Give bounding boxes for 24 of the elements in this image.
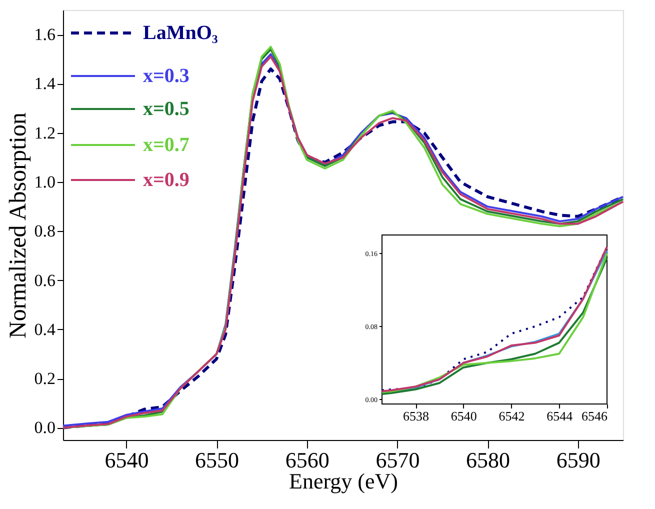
x-tick-label: 6580: [466, 448, 510, 472]
x-tick-label: 6540: [104, 448, 149, 472]
y-tick-label: 0.4: [34, 320, 56, 339]
y-tick-label: 1.4: [34, 74, 56, 94]
y-tick-label: 1.0: [34, 172, 56, 192]
y-axis-title: Normalized Absorption: [5, 112, 32, 338]
legend-label: x=0.3: [143, 65, 190, 87]
y-tick-label: 0.0: [34, 418, 56, 438]
x-tick-label: 6544: [546, 408, 574, 424]
x-tick-label: 6546: [582, 408, 608, 424]
x-tick-label: 6590: [556, 448, 600, 472]
legend-label: x=0.9: [143, 169, 190, 191]
y-tick-label: 0.8: [34, 222, 56, 241]
y-tick-label: 0.6: [34, 270, 56, 290]
y-tick-label: 1.6: [34, 25, 56, 44]
legend-label: LaMnO₃: [143, 22, 218, 44]
x-tick-label: 6540: [450, 408, 477, 424]
x-tick-label: 6550: [195, 448, 240, 472]
x-tick-label: 6542: [498, 408, 525, 424]
x-tick-label: 6538: [403, 408, 430, 424]
legend-label: x=0.7: [143, 134, 190, 156]
y-tick-label: 0.2: [34, 369, 56, 388]
legend-label: x=0.5: [143, 98, 190, 120]
y-tick-label: 1.2: [34, 123, 56, 142]
